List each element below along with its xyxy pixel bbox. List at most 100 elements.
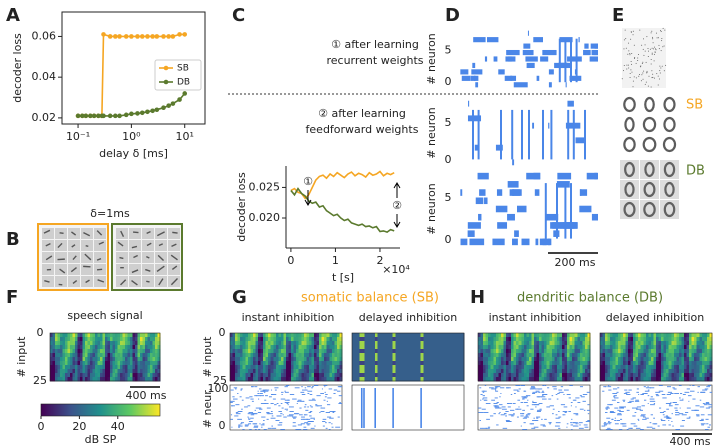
spectrogram-cell xyxy=(500,361,504,366)
spectrogram-cell xyxy=(441,345,444,350)
spectrogram-cell xyxy=(663,353,667,358)
spectrogram-cell xyxy=(579,357,583,362)
spectrogram-cell xyxy=(362,337,366,342)
spectrogram-cell xyxy=(671,333,675,338)
digit-shape xyxy=(643,181,656,198)
spectrogram-cell xyxy=(676,377,680,382)
spectrogram-cell xyxy=(436,349,439,354)
spectrogram-cell xyxy=(410,349,414,354)
spectrogram-cell xyxy=(237,349,241,354)
spectrogram-cell xyxy=(410,357,414,362)
noise-dot xyxy=(656,37,658,39)
spectrogram-cell xyxy=(567,349,570,354)
noise-dot xyxy=(639,29,641,31)
spectrogram-cell xyxy=(668,345,672,350)
spectrogram-cell xyxy=(443,357,447,362)
noise-dot xyxy=(657,37,659,39)
spectrogram-cell xyxy=(443,377,447,382)
spectrogram-cell xyxy=(311,349,315,354)
spectrogram-cell xyxy=(643,365,647,370)
spectrogram-cell xyxy=(130,373,133,378)
spectrogram-cell xyxy=(658,353,662,358)
spectrogram-cell xyxy=(324,353,328,358)
spectrogram-cell xyxy=(607,349,611,354)
spectrogram-cell xyxy=(605,365,608,370)
spectrogram-cell xyxy=(137,377,141,382)
label: ① after learning xyxy=(331,38,419,51)
spectrogram-cell xyxy=(511,345,514,350)
spectrogram-cell xyxy=(689,345,692,350)
spectrogram-cell xyxy=(574,341,578,346)
spectrogram-cell xyxy=(516,365,520,370)
spectrogram-cell xyxy=(485,353,489,358)
label: 200 ms xyxy=(555,256,596,269)
spectrogram-cell xyxy=(100,345,103,350)
spectrogram-cell xyxy=(255,361,259,366)
spectrogram-cell xyxy=(658,365,662,370)
spectrogram-cell xyxy=(569,357,573,362)
spectrogram-cell xyxy=(569,369,573,374)
spectrogram-cell xyxy=(137,373,141,378)
spectrogram-cell xyxy=(428,353,432,358)
spectrogram-cell xyxy=(671,341,675,346)
spectrogram-cell xyxy=(673,345,677,350)
spectrogram-cell xyxy=(615,341,619,346)
spectrogram-cell xyxy=(232,365,236,370)
spectrogram-cell xyxy=(661,337,664,342)
spectrogram-cell xyxy=(90,377,93,382)
spectrogram-cell xyxy=(400,357,404,362)
spectrogram-cell xyxy=(622,345,626,350)
spectrogram-cell xyxy=(275,365,279,370)
spectrogram-cell xyxy=(55,365,58,370)
spectrogram-cell xyxy=(544,337,548,342)
spectrogram-cell xyxy=(369,333,373,338)
spectrogram-cell xyxy=(612,377,616,382)
noise-dot xyxy=(651,47,653,49)
spectrogram-cell xyxy=(493,369,497,374)
label: delayed inhibition xyxy=(606,311,704,324)
spectrogram-cell xyxy=(324,361,328,366)
spectrogram-cell xyxy=(132,365,136,370)
spectrogram-cell xyxy=(152,333,156,338)
spectrogram-cell xyxy=(453,353,457,358)
spectrogram-cell xyxy=(478,357,481,362)
spectrogram-cell xyxy=(567,337,570,342)
spectrogram-cell xyxy=(117,341,121,346)
spectrogram-cell xyxy=(577,337,581,342)
spectrogram-cell xyxy=(102,377,106,382)
spectrogram-cell xyxy=(605,341,608,346)
spectrogram-cell xyxy=(155,361,158,366)
spectrogram-cell xyxy=(362,365,366,370)
spectrogram-cell xyxy=(415,369,419,374)
spectrogram-cell xyxy=(82,377,86,382)
spectrogram-cell xyxy=(288,357,292,362)
axis-label: # input xyxy=(15,336,28,378)
spectrogram-cell xyxy=(610,349,614,354)
spectrogram-cell xyxy=(663,369,667,374)
spectrogram-cell xyxy=(263,353,266,358)
spectrogram-cell xyxy=(498,357,502,362)
spectrogram-cell xyxy=(329,365,333,370)
spectrogram-cell xyxy=(706,365,710,370)
spectrogram-cell xyxy=(255,349,259,354)
spectrogram-cell xyxy=(291,341,294,346)
spectrogram-cell xyxy=(551,337,555,342)
spectrogram-cell xyxy=(395,341,399,346)
spectrogram-cell xyxy=(620,353,624,358)
spectrogram-cell xyxy=(135,361,138,366)
spectrogram-cell xyxy=(336,341,340,346)
spectrogram-cell xyxy=(488,357,492,362)
spectrogram-cell xyxy=(359,333,363,338)
spectrogram-cell xyxy=(369,345,373,350)
digit-shape xyxy=(663,161,676,178)
spectrogram-cell xyxy=(706,357,710,362)
noise-dot xyxy=(630,31,632,33)
spectrogram-cell xyxy=(628,337,631,342)
spectrogram-cell xyxy=(423,361,427,366)
noise-dot xyxy=(647,55,649,57)
spectrogram-cell xyxy=(516,377,520,382)
spectrogram-cell xyxy=(671,373,675,378)
spectrogram-cell xyxy=(653,377,657,382)
spectrogram-cell xyxy=(258,357,261,362)
spectrogram-cell xyxy=(402,373,406,378)
